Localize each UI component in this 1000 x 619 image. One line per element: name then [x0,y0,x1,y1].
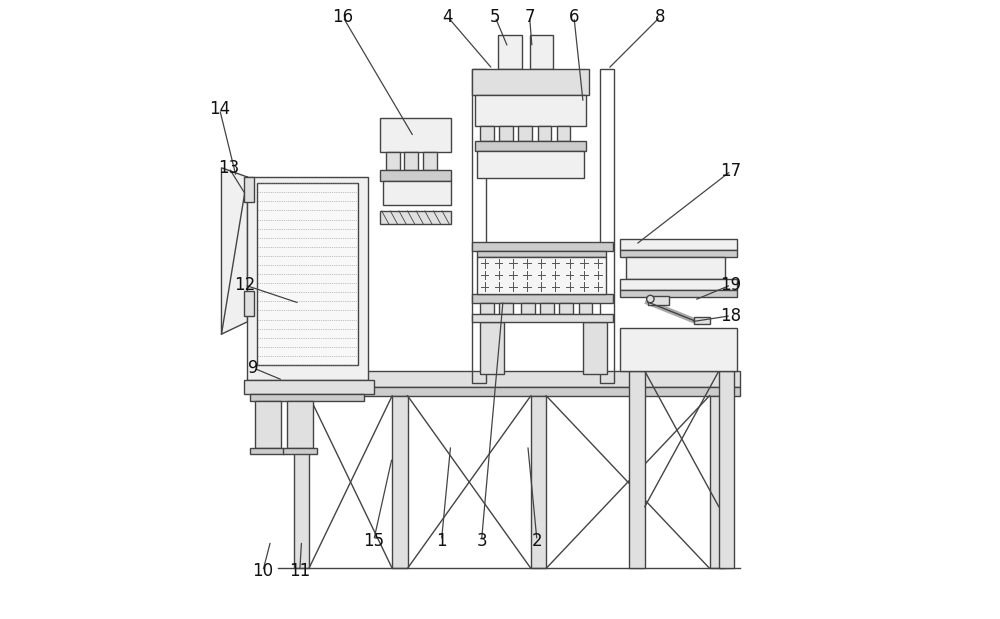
Bar [620,249,737,257]
Bar [559,303,573,314]
Text: 15: 15 [363,532,384,550]
Bar [247,177,368,380]
Bar [498,35,522,69]
Bar [477,251,606,257]
Bar [540,303,554,314]
Bar [499,303,513,314]
Bar [499,126,513,141]
Bar [480,322,504,374]
Text: 14: 14 [209,100,230,118]
Bar [283,448,317,454]
Bar [518,126,532,141]
Bar [244,177,254,202]
Text: 10: 10 [252,563,273,581]
Text: 6: 6 [569,8,579,26]
Bar [648,296,669,305]
Text: 16: 16 [332,8,353,26]
Bar [278,371,740,386]
Text: 17: 17 [721,162,742,180]
Bar [404,152,418,170]
Bar [557,126,570,141]
Bar [475,95,586,126]
Bar [620,290,737,297]
Bar [480,126,494,141]
Bar [480,303,494,314]
Text: 18: 18 [721,306,742,324]
Bar [477,150,584,178]
Bar [694,317,710,324]
Text: 9: 9 [248,359,259,377]
Bar [472,69,589,95]
Text: 11: 11 [289,563,310,581]
Bar [257,183,358,365]
Bar [583,322,607,374]
Bar [380,170,451,181]
Bar [392,396,408,568]
Bar [538,126,551,141]
Bar [472,314,613,322]
Bar [380,118,451,152]
Text: 8: 8 [655,8,665,26]
Text: 3: 3 [476,532,487,550]
Text: 5: 5 [490,8,500,26]
Text: 4: 4 [442,8,453,26]
Bar [530,35,553,69]
Bar [287,401,313,448]
Polygon shape [221,168,247,334]
Bar [386,152,400,170]
Text: 19: 19 [721,276,742,294]
Bar [719,371,734,568]
Bar [244,291,254,316]
Text: 2: 2 [532,532,542,550]
Bar [629,371,645,568]
Bar [294,396,309,568]
Text: 13: 13 [218,158,239,177]
Bar [423,152,437,170]
Bar [475,141,586,150]
Text: 1: 1 [436,532,447,550]
Bar [472,241,613,251]
Bar [579,303,592,314]
Bar [250,394,364,401]
Bar [383,181,451,206]
Text: 7: 7 [524,8,535,26]
Bar [626,257,725,279]
Bar [477,257,606,294]
Bar [620,239,737,249]
Bar [620,328,737,371]
Bar [531,396,546,568]
Bar [600,69,614,383]
Bar [278,386,740,396]
Bar [521,303,535,314]
Bar [472,69,486,383]
Bar [620,279,737,290]
Bar [710,396,725,568]
Circle shape [647,295,654,303]
Bar [250,448,284,454]
Bar [380,211,451,225]
Bar [244,380,374,394]
Bar [255,401,281,448]
Text: 12: 12 [234,276,255,294]
Bar [472,294,613,303]
